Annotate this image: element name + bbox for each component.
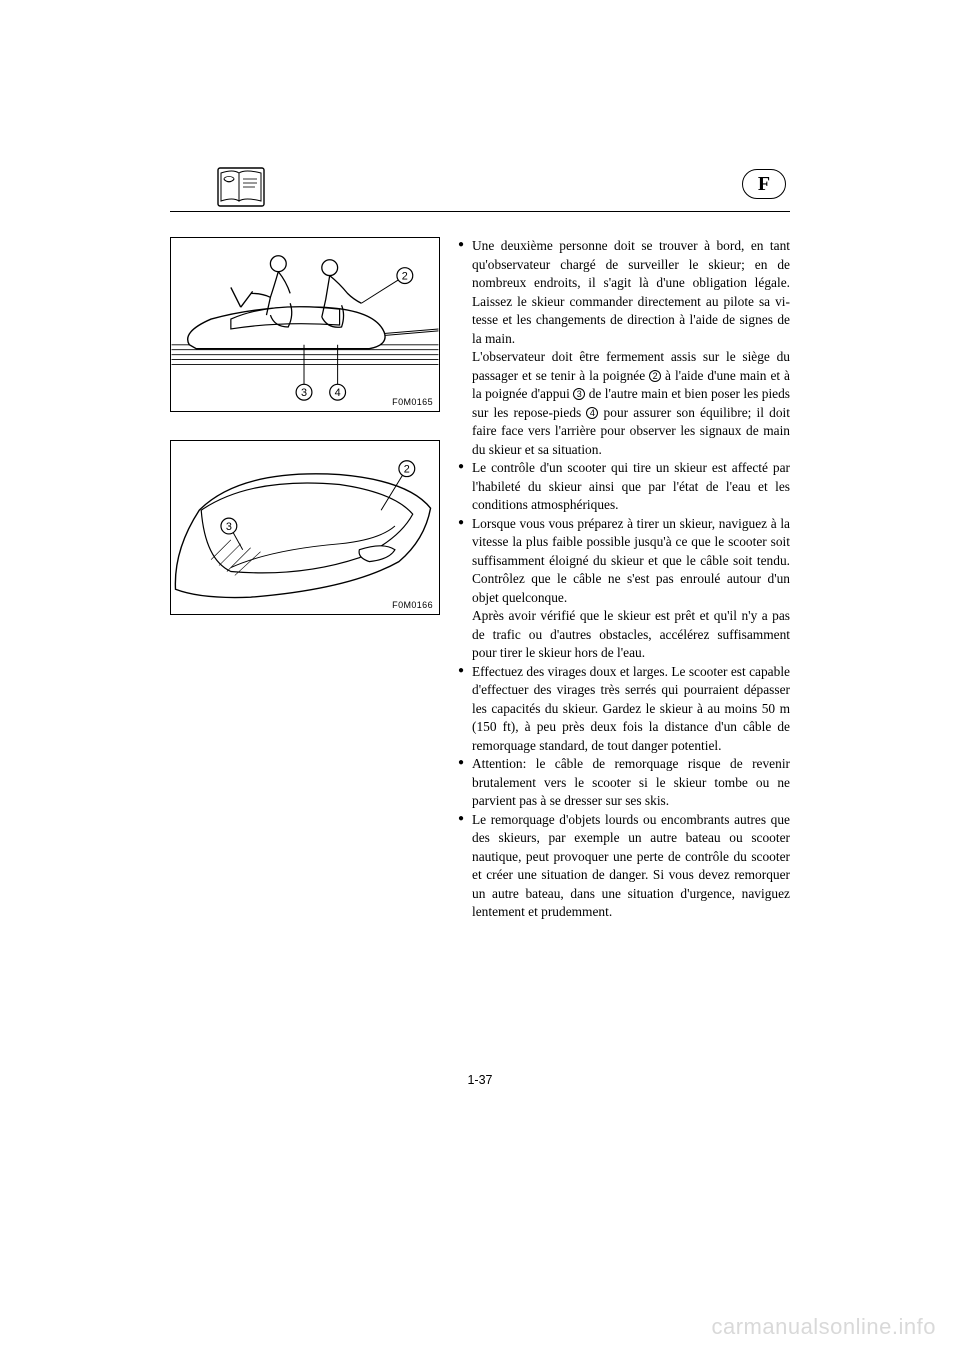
page-header: F [170,175,790,225]
bullet-4: Effectuez des virages doux et larges. Le… [458,663,790,756]
book-icon [215,165,267,214]
figure-1: 2 3 4 F0M0165 [170,237,440,412]
bullet-1-sub: L'observateur doit être fermement assis … [458,348,790,459]
callout-3: 3 [301,387,307,399]
bullet-3: Lorsque vous vous préparez à tirer un sk… [458,515,790,608]
figure-2: 2 3 F0M0166 [170,440,440,615]
header-rule [170,211,790,212]
bullet-6: Le remorquage d'objets lourds ou encom­b… [458,811,790,922]
page-number: 1-37 [467,1073,492,1087]
inline-ref-4-icon: 4 [586,407,598,419]
callout-2: 2 [402,271,408,283]
callout-4: 4 [335,387,341,399]
callout-2: 2 [404,464,410,476]
bullet-1: Une deuxième personne doit se trouver à … [458,237,790,348]
figure-2-caption: F0M0166 [392,600,433,610]
inline-ref-2-icon: 2 [649,370,661,382]
watermark: carmanualsonline.info [711,1314,936,1340]
figures-column: 2 3 4 F0M0165 [170,237,440,922]
figure-1-caption: F0M0165 [392,397,433,407]
text-column: Une deuxième personne doit se trouver à … [458,237,790,922]
callout-3: 3 [226,521,232,533]
inline-ref-3-icon: 3 [573,388,585,400]
bullet-list: Une deuxième personne doit se trouver à … [458,237,790,922]
manual-page: F [170,175,790,922]
content-columns: 2 3 4 F0M0165 [170,237,790,922]
bullet-2: Le contrôle d'un scooter qui tire un ski… [458,459,790,515]
language-badge: F [742,169,786,199]
bullet-3-sub: Après avoir vérifié que le skieur est pr… [458,607,790,663]
bullet-5: Attention: le câble de remorquage risque… [458,755,790,811]
